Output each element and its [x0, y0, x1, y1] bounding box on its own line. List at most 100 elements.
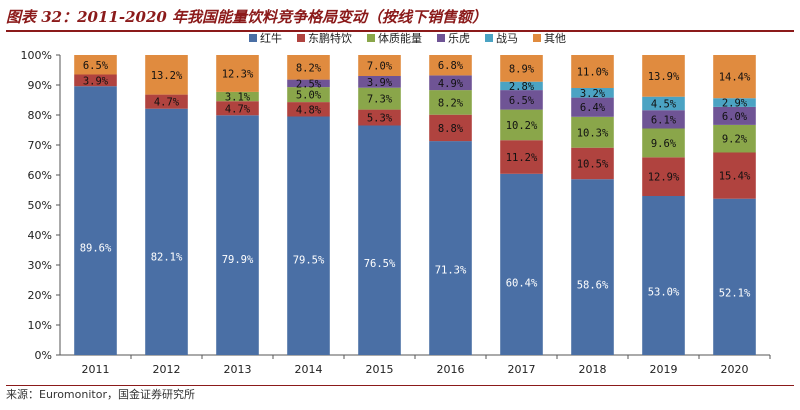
y-tick-label: 20%: [28, 289, 52, 302]
bar-segment: [287, 102, 330, 117]
y-tick-label: 90%: [28, 79, 52, 92]
bar-segment: [429, 55, 472, 76]
data-label: 13.2%: [151, 70, 183, 82]
bar-segment: [145, 55, 188, 95]
y-tick-label: 10%: [28, 319, 52, 332]
bar-segment: [145, 94, 188, 109]
data-label: 14.4%: [719, 72, 751, 84]
data-label: 6.5%: [509, 95, 535, 107]
bar-segment: [358, 55, 401, 76]
bar-segment: [642, 157, 685, 196]
bar-segment: [358, 87, 401, 110]
bar-segment: [74, 86, 117, 355]
data-label: 8.9%: [509, 63, 535, 75]
bar-segment: [713, 124, 756, 153]
bar-segment: [500, 109, 543, 141]
bar-segment: [642, 196, 685, 355]
bar-segment: [642, 96, 685, 111]
data-label: 6.1%: [651, 114, 677, 126]
y-tick-label: 30%: [28, 259, 52, 272]
data-label: 12.9%: [648, 172, 680, 184]
data-label: 12.3%: [222, 68, 254, 80]
data-label: 6.5%: [83, 60, 109, 72]
legend-label: 体质能量: [378, 31, 422, 45]
data-label: 4.8%: [296, 104, 322, 116]
data-label: 4.7%: [154, 97, 180, 109]
legend-swatch: [249, 34, 257, 42]
data-label: 3.2%: [580, 88, 606, 100]
y-tick-label: 50%: [28, 199, 52, 212]
bar-segment: [216, 115, 259, 355]
y-tick-label: 80%: [28, 109, 52, 122]
data-label: 8.8%: [438, 123, 464, 135]
bar-segment: [287, 87, 330, 103]
data-label: 10.5%: [577, 158, 609, 170]
data-label: 11.2%: [506, 152, 538, 164]
bar-segment: [500, 173, 543, 355]
data-label: 3.9%: [83, 75, 109, 87]
data-label: 4.9%: [438, 78, 464, 90]
data-label: 8.2%: [438, 97, 464, 109]
data-label: 6.4%: [580, 102, 606, 114]
data-label: 79.9%: [222, 254, 254, 266]
bar-segment: [358, 76, 401, 88]
bar-segment: [500, 55, 543, 82]
bar-segment: [358, 109, 401, 126]
title-rule: [6, 30, 794, 32]
y-tick-label: 0%: [35, 349, 52, 362]
bar-segment: [571, 179, 614, 355]
x-tick-label: 2018: [579, 363, 607, 376]
data-label: 11.0%: [577, 67, 609, 79]
data-label: 58.6%: [577, 280, 609, 292]
data-label: 2.8%: [509, 81, 535, 93]
bar-segment: [713, 98, 756, 107]
data-label: 2.5%: [296, 78, 322, 90]
x-tick-label: 2019: [650, 363, 678, 376]
bar-segment: [571, 55, 614, 88]
data-label: 53.0%: [648, 286, 680, 298]
bar-segment: [500, 140, 543, 174]
data-label: 15.4%: [719, 171, 751, 183]
bar-segment: [642, 110, 685, 129]
data-label: 9.2%: [722, 134, 748, 146]
data-label: 6.8%: [438, 60, 464, 72]
legend-swatch: [437, 34, 445, 42]
x-tick-label: 2015: [366, 363, 394, 376]
data-label: 3.1%: [225, 92, 251, 104]
data-label: 5.3%: [367, 113, 393, 125]
data-label: 79.5%: [293, 255, 325, 267]
x-tick-label: 2014: [295, 363, 323, 376]
data-label: 71.3%: [435, 264, 467, 276]
bar-segment: [358, 125, 401, 355]
data-label: 7.0%: [367, 61, 393, 73]
data-label: 5.0%: [296, 90, 322, 102]
y-tick-label: 100%: [21, 49, 52, 62]
data-label: 3.9%: [367, 77, 393, 89]
x-tick-label: 2020: [721, 363, 749, 376]
bar-segment: [216, 91, 259, 102]
x-tick-label: 2017: [508, 363, 536, 376]
legend-label: 其他: [544, 32, 566, 45]
bar-segment: [713, 152, 756, 199]
bar-segment: [571, 116, 614, 148]
bar-segment: [287, 55, 330, 80]
figure-source: 来源：Euromonitor，国金证券研究所: [6, 388, 195, 401]
data-label: 9.6%: [651, 138, 677, 150]
bar-segment: [429, 141, 472, 355]
x-axis: 2011 2012 2013 2014 2015 2016 2017 2018 2019 2020: [82, 355, 771, 376]
legend: 红牛 东鹏特饮 体质能量 乐虎 战马 其他: [249, 31, 566, 45]
y-tick-label: 70%: [28, 139, 52, 152]
source-rule: [6, 385, 794, 386]
data-label: 76.5%: [364, 258, 396, 270]
data-label: 13.9%: [648, 71, 680, 83]
legend-label: 红牛: [260, 31, 282, 45]
bar-segment: [713, 55, 756, 99]
bar-segment: [74, 74, 117, 87]
data-label: 82.1%: [151, 251, 183, 263]
x-tick-label: 2011: [82, 363, 110, 376]
x-tick-label: 2012: [153, 363, 181, 376]
data-label: 7.3%: [367, 94, 393, 106]
bar-stacks: 89.6%3.9%6.5%82.1%4.7%13.2%79.9%4.7%3.1%…: [74, 55, 756, 355]
y-tick-label: 60%: [28, 169, 52, 182]
bar-segment: [429, 90, 472, 115]
